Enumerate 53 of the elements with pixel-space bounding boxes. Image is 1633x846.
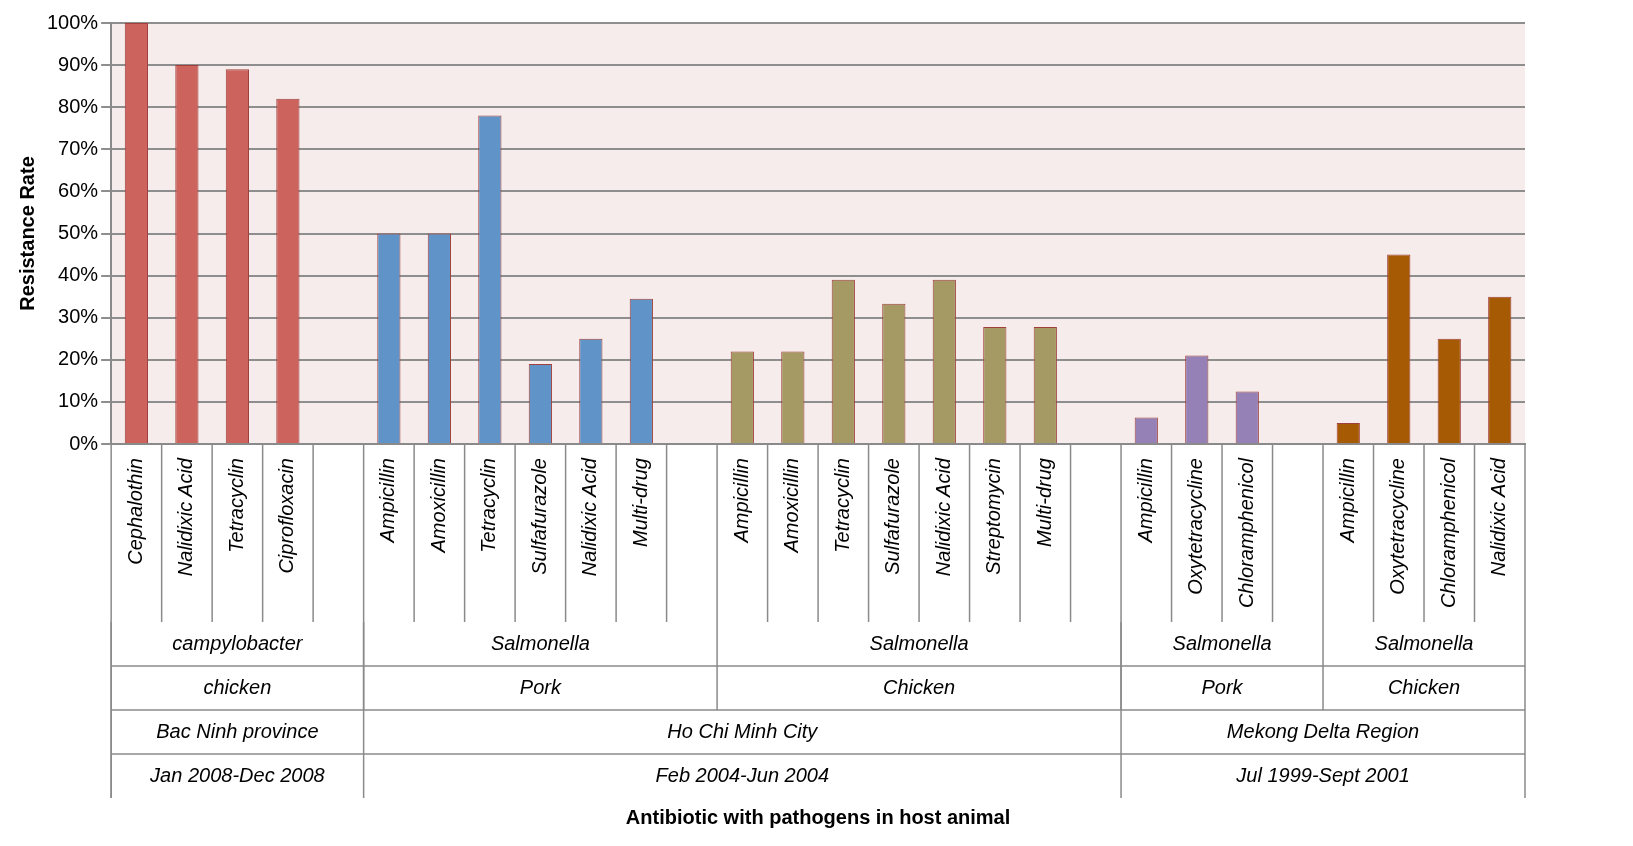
y-tick-label: 30% xyxy=(58,305,99,328)
text: Feb 2004-Jun 2004 xyxy=(655,763,830,786)
x-tick-label: Streptomycin xyxy=(982,458,1005,575)
text: Antibiotic with pathogens in host animal xyxy=(625,805,1011,828)
text: Salmonella xyxy=(869,631,969,654)
text: Pork xyxy=(1201,675,1244,698)
text: chicken xyxy=(203,675,272,698)
y-tick-label: 60% xyxy=(58,178,99,201)
text: Bac Ninh province xyxy=(156,719,319,742)
x-tick-label: Multi-drug xyxy=(1032,458,1055,547)
x-tick-label: Nalidixic Acid xyxy=(174,457,197,577)
x-tick-label: Oxytetracycline xyxy=(1184,458,1207,595)
x-tick-label: Tetracyclin xyxy=(477,458,500,553)
text: Pork xyxy=(519,675,562,698)
y-tick-label: 90% xyxy=(58,52,99,75)
y-tick-label: 20% xyxy=(58,347,99,370)
text: Mekong Delta Region xyxy=(1226,719,1420,742)
x-tick-label: Amoxicillin xyxy=(426,458,449,554)
x-tick-label: Nalidixic Acid xyxy=(578,457,601,577)
text: Jul 1999-Sept 2001 xyxy=(1235,763,1410,786)
x-tick-label: Sulfafurazole xyxy=(881,458,904,575)
x-tick-label: Nalidixic Acid xyxy=(931,457,954,577)
x-tick-label: Ciprofloxacin xyxy=(275,458,298,574)
y-tick-label: 50% xyxy=(58,221,99,244)
y-tick-label: 40% xyxy=(58,263,99,286)
x-tick-label: Sulfafurazole xyxy=(527,458,550,575)
text: Ho Chi Minh City xyxy=(667,719,819,742)
x-tick-label: Cephalothin xyxy=(123,458,146,565)
y-tick-label: 0% xyxy=(69,431,99,454)
text: campylobacter xyxy=(172,631,304,654)
x-tick-label: Ampicillin xyxy=(376,458,399,544)
text: Salmonella xyxy=(1374,631,1474,654)
text: Jan 2008-Dec 2008 xyxy=(149,763,325,786)
text: Chicken xyxy=(1387,675,1461,698)
x-tick-label: Amoxicillin xyxy=(780,458,803,554)
text: Salmonella xyxy=(1172,631,1272,654)
x-tick-label: Oxytetracycline xyxy=(1386,458,1409,595)
x-tick-label: Tetracyclin xyxy=(224,458,247,553)
y-tick-label: 10% xyxy=(58,389,99,412)
y-axis-title: Resistance Rate xyxy=(15,156,38,311)
x-tick-label: Ampicillin xyxy=(1335,458,1358,544)
text: Salmonella xyxy=(490,631,590,654)
x-tick-label: Chloramphenicol xyxy=(1436,457,1459,609)
x-tick-label: Chloramphenicol xyxy=(1234,457,1257,609)
x-tick-label: Tetracyclin xyxy=(830,458,853,553)
y-tick-label: 100% xyxy=(47,10,99,33)
x-tick-label: Ampicillin xyxy=(1133,458,1156,544)
x-tick-label: Ampicillin xyxy=(729,458,752,544)
y-tick-label: 70% xyxy=(58,136,99,159)
x-tick-label: Multi-drug xyxy=(628,458,651,547)
y-tick-label: 80% xyxy=(58,94,99,117)
text: Chicken xyxy=(882,675,956,698)
x-tick-label: Nalidixic Acid xyxy=(1487,457,1510,577)
